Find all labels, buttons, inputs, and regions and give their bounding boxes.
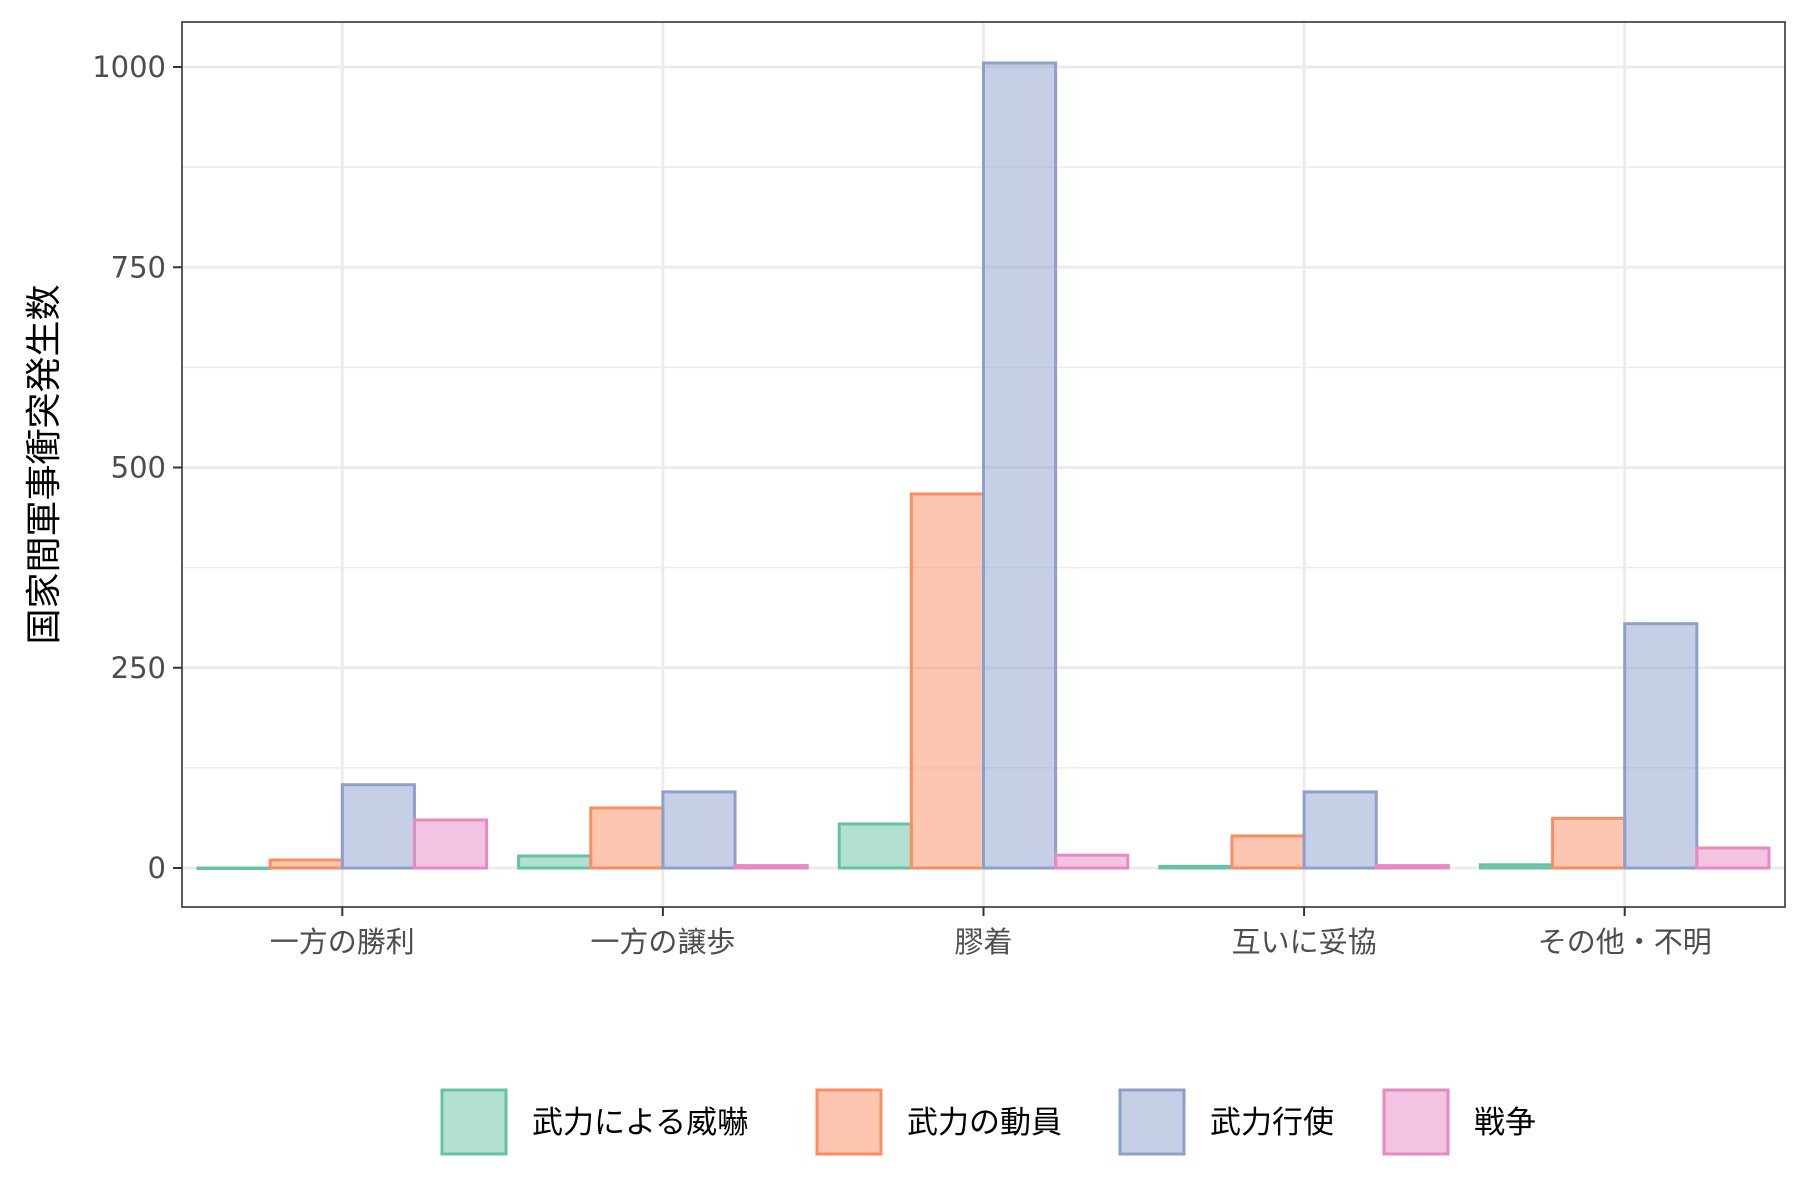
y-tick-label: 1000 [92,50,166,84]
legend: 武力による威嚇 武力の動員 武力行使 戦争 [440,1088,1536,1156]
bar [196,866,272,870]
x-tick-label: 一方の譲歩 [590,925,735,959]
bar [589,806,665,870]
legend-label: 戦争 [1474,1105,1536,1141]
y-axis: 0 250 500 750 1000 [92,50,182,885]
bar [517,854,593,870]
legend-key [815,1088,883,1156]
bar [1551,816,1627,870]
x-tick-label: 一方の勝利 [270,925,415,959]
x-tick-label: その他・不明 [1538,925,1712,959]
bar [733,864,809,870]
bar [340,783,416,870]
bar [1623,622,1699,870]
legend-label: 武力の動員 [907,1105,1062,1141]
bar [268,858,344,870]
y-tick-label: 750 [111,250,166,284]
legend-key [1382,1088,1450,1156]
x-tick-label: 膠着 [954,925,1012,959]
y-tick-label: 0 [148,851,166,885]
y-tick-label: 500 [111,451,166,485]
bar [661,790,737,870]
bar [837,822,913,870]
legend-key [440,1088,508,1156]
bar [412,818,489,870]
bar [1230,834,1306,870]
y-tick-label: 250 [111,651,166,685]
x-axis: 一方の勝利 一方の譲歩 膠着 互いに妥協 その他・不明 [270,907,1712,959]
bar [1158,864,1234,870]
bars [196,61,1771,870]
bar [982,61,1058,870]
bar [909,492,985,870]
x-tick-label: 互いに妥協 [1232,925,1377,959]
y-axis-title: 国家間軍事衝突発生数 [24,284,65,644]
bar [1478,863,1555,870]
bar [1695,846,1771,870]
legend-label: 武力による威嚇 [532,1105,748,1141]
legend-label: 武力行使 [1210,1105,1334,1141]
bar [1374,864,1450,870]
bar [1054,853,1130,870]
legend-key [1118,1088,1186,1156]
bar [1302,790,1378,870]
